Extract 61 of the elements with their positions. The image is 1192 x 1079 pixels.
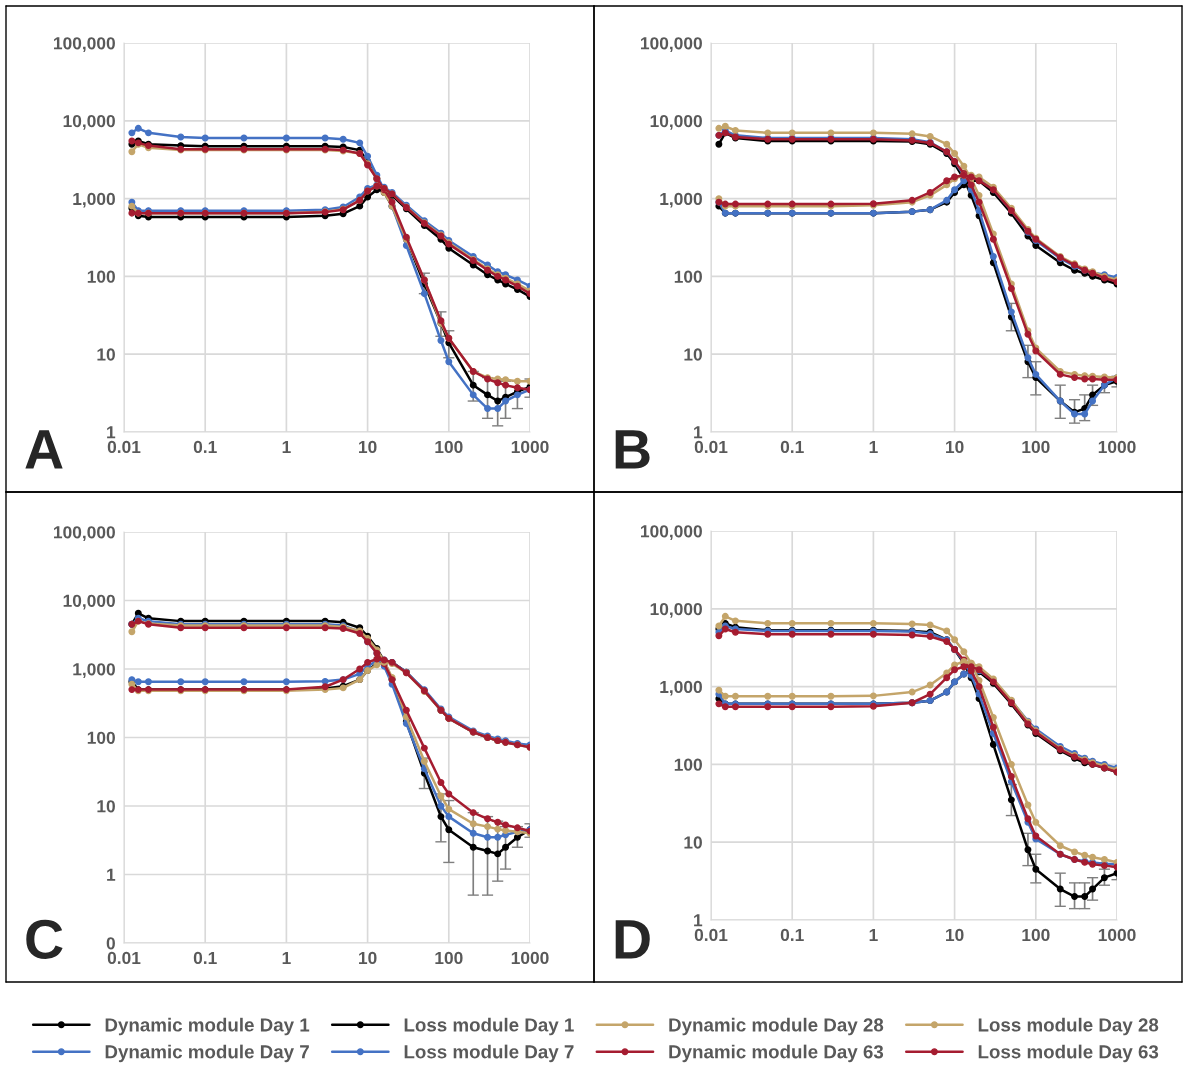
text: C	[26, 919, 63, 960]
x-tick-label: 0.01	[694, 440, 728, 454]
y-tick-label: 10,000	[63, 114, 115, 130]
legend-label: Loss module Day 28	[978, 1017, 1159, 1036]
y-tick-label: 10	[97, 348, 115, 361]
legend-label: Dynamic module Day 28	[669, 1017, 884, 1036]
y-tick-label: 100,000	[54, 37, 115, 52]
x-tick-label: 0.1	[780, 928, 804, 942]
y-tick-label: 100,000	[641, 525, 702, 540]
legend-label: Loss module Day 63	[978, 1044, 1159, 1063]
y-tick-label: 100	[674, 270, 702, 283]
y-tick-label: 0	[106, 937, 115, 950]
y-tick-label: 100,000	[54, 526, 115, 541]
text: B	[615, 430, 650, 469]
x-tick-label: 1000	[1098, 440, 1136, 454]
y-tick-label: 10	[97, 800, 115, 813]
x-tick-label: 1	[869, 440, 878, 453]
x-tick-label: 1000	[511, 951, 549, 965]
x-tick-label: 100	[435, 951, 463, 965]
y-tick-label: 1	[694, 914, 703, 927]
legend-label: Dynamic module Day 7	[105, 1044, 309, 1063]
x-tick-label: 10	[359, 440, 377, 454]
legend-label: Loss module Day 7	[404, 1044, 574, 1063]
text: D	[615, 920, 650, 959]
x-tick-label: 0.1	[193, 440, 217, 454]
y-tick-label: 1,000	[660, 192, 702, 208]
x-tick-label: 10	[946, 440, 964, 454]
x-tick-label: 1	[282, 440, 291, 453]
y-tick-label: 1	[107, 868, 116, 881]
y-tick-label: 1	[694, 426, 703, 439]
y-tick-label: 10,000	[650, 114, 702, 130]
text: A	[25, 430, 63, 469]
y-tick-label: 1	[107, 426, 116, 439]
x-tick-label: 0.1	[193, 951, 217, 965]
y-tick-label: 100,000	[641, 37, 702, 52]
y-tick-label: 100	[674, 758, 702, 771]
y-tick-label: 1,000	[73, 192, 115, 208]
x-tick-label: 10	[359, 951, 377, 965]
y-tick-label: 10	[684, 348, 702, 361]
x-tick-label: 0.1	[780, 440, 804, 454]
y-tick-label: 100	[87, 731, 115, 744]
y-tick-label: 10	[684, 836, 702, 849]
legend-label: Dynamic module Day 1	[105, 1017, 310, 1036]
x-tick-label: 1000	[511, 440, 549, 454]
x-tick-label: 1	[869, 928, 878, 941]
legend-label: Loss module Day 1	[404, 1017, 574, 1036]
x-tick-label: 100	[1022, 440, 1050, 454]
y-tick-label: 10,000	[63, 594, 115, 610]
y-tick-label: 100	[87, 270, 115, 283]
y-tick-label: 1,000	[73, 663, 115, 678]
x-tick-label: 10	[946, 928, 964, 942]
x-tick-label: 1000	[1098, 928, 1136, 942]
y-tick-label: 10,000	[650, 602, 702, 618]
y-tick-label: 1,000	[660, 680, 702, 696]
x-tick-label: 0.01	[694, 928, 728, 942]
x-tick-label: 0.01	[107, 440, 141, 454]
x-tick-label: 100	[435, 440, 463, 454]
x-tick-label: 1	[282, 951, 291, 964]
legend-label: Dynamic module Day 63	[669, 1044, 884, 1063]
x-tick-label: 0.01	[107, 951, 141, 965]
x-tick-label: 100	[1022, 928, 1050, 942]
